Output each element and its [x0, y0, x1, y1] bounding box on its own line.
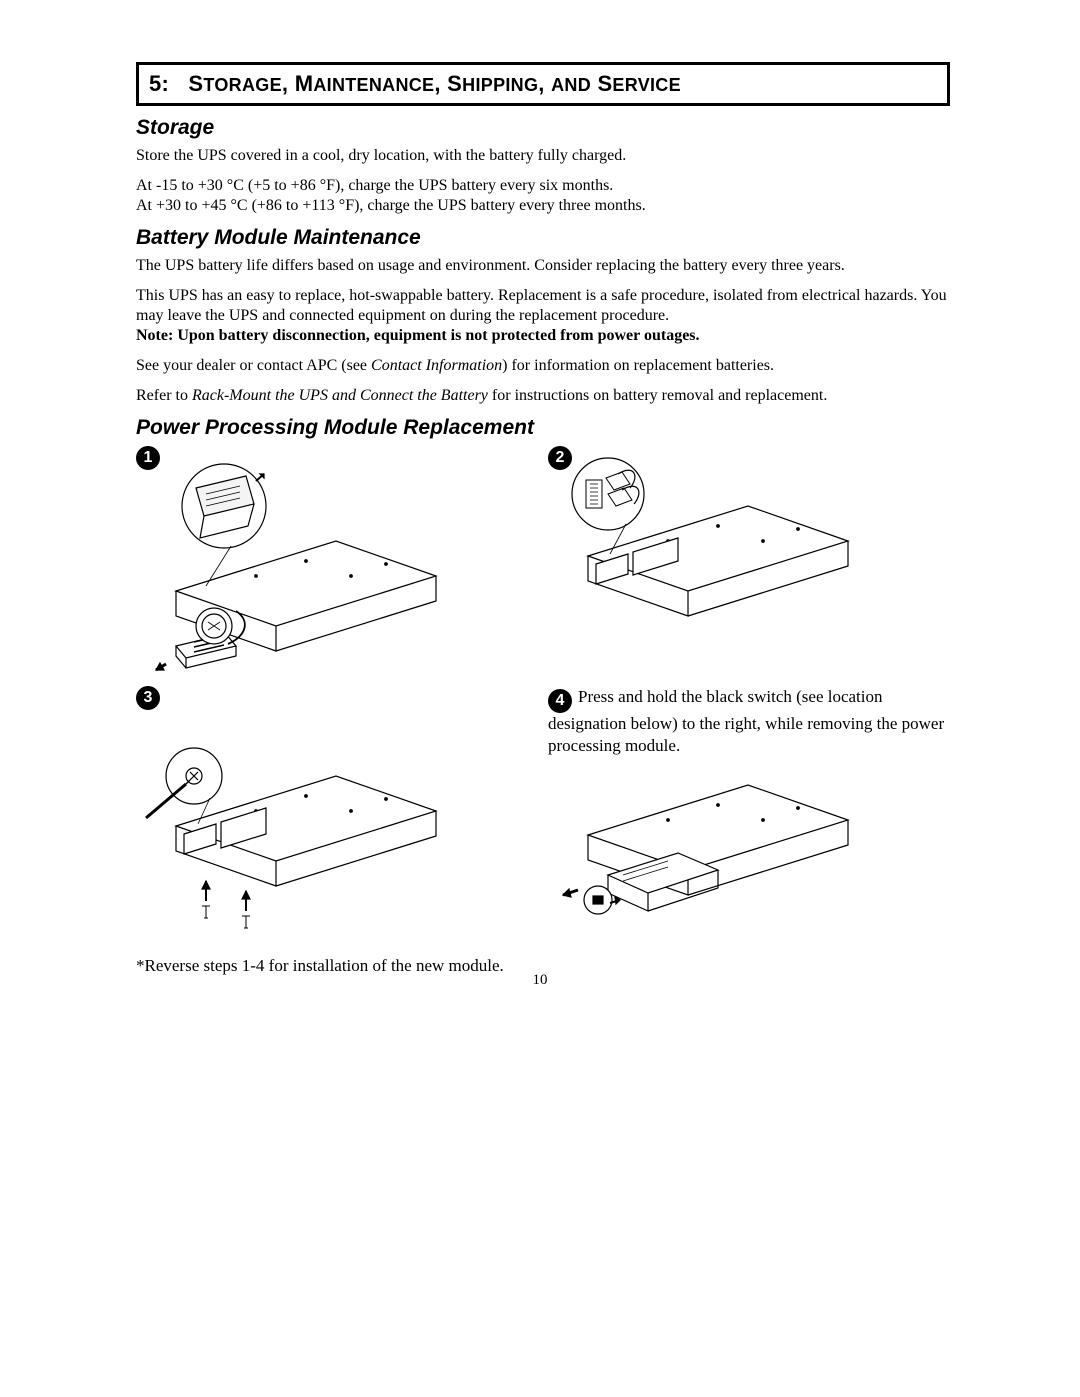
- battery-note: Note: Upon battery disconnection, equipm…: [136, 327, 700, 344]
- step4-text: 4Press and hold the black switch (see lo…: [548, 686, 950, 757]
- step-number-4: 4: [548, 689, 572, 713]
- battery-p3-italic: Contact Information: [371, 357, 502, 374]
- ups-diagram-2: [548, 446, 868, 646]
- battery-p4: Refer to Rack-Mount the UPS and Connect …: [136, 386, 950, 406]
- chapter-number: 5:: [149, 71, 169, 96]
- figure-step1: 1: [136, 446, 538, 686]
- figures-grid: 1: [136, 446, 950, 976]
- storage-p1: Store the UPS covered in a cool, dry loc…: [136, 146, 950, 166]
- storage-heading: Storage: [136, 116, 950, 140]
- figure-step4: 4Press and hold the black switch (see lo…: [548, 686, 950, 940]
- battery-p3: See your dealer or contact APC (see Cont…: [136, 356, 950, 376]
- storage-p2a: At -15 to +30 °C (+5 to +86 °F), charge …: [136, 177, 613, 194]
- battery-heading: Battery Module Maintenance: [136, 226, 950, 250]
- chapter-title-box: 5: STORAGE, MAINTENANCE, SHIPPING, AND S…: [136, 62, 950, 106]
- battery-p3b: ) for information on replacement batteri…: [502, 357, 774, 374]
- step-number-2: 2: [548, 446, 572, 470]
- step4-instruction: Press and hold the black switch (see loc…: [548, 687, 944, 755]
- battery-p1: The UPS battery life differs based on us…: [136, 256, 950, 276]
- step-number-1: 1: [136, 446, 160, 470]
- ups-diagram-3: [136, 706, 456, 936]
- ups-diagram-4: [548, 765, 868, 935]
- storage-p2: At -15 to +30 °C (+5 to +86 °F), charge …: [136, 176, 950, 216]
- battery-p4a: Refer to: [136, 387, 192, 404]
- battery-p4b: for instructions on battery removal and …: [488, 387, 827, 404]
- chapter-text: STORAGE, MAINTENANCE, SHIPPING, AND SERV…: [188, 71, 681, 96]
- ups-diagram-1: [136, 446, 456, 686]
- battery-p4-italic: Rack-Mount the UPS and Connect the Batte…: [192, 387, 488, 404]
- battery-p3a: See your dealer or contact APC (see: [136, 357, 371, 374]
- battery-p2-text: This UPS has an easy to replace, hot-swa…: [136, 287, 947, 324]
- figure-step3: 3: [136, 686, 538, 940]
- chapter-title: 5: STORAGE, MAINTENANCE, SHIPPING, AND S…: [149, 71, 681, 96]
- page-number: 10: [0, 972, 1080, 989]
- storage-p2b: At +30 to +45 °C (+86 to +113 °F), charg…: [136, 197, 646, 214]
- figure-step2: 2: [548, 446, 950, 686]
- battery-p2: This UPS has an easy to replace, hot-swa…: [136, 286, 950, 346]
- step-number-3: 3: [136, 686, 160, 710]
- power-heading: Power Processing Module Replacement: [136, 416, 950, 440]
